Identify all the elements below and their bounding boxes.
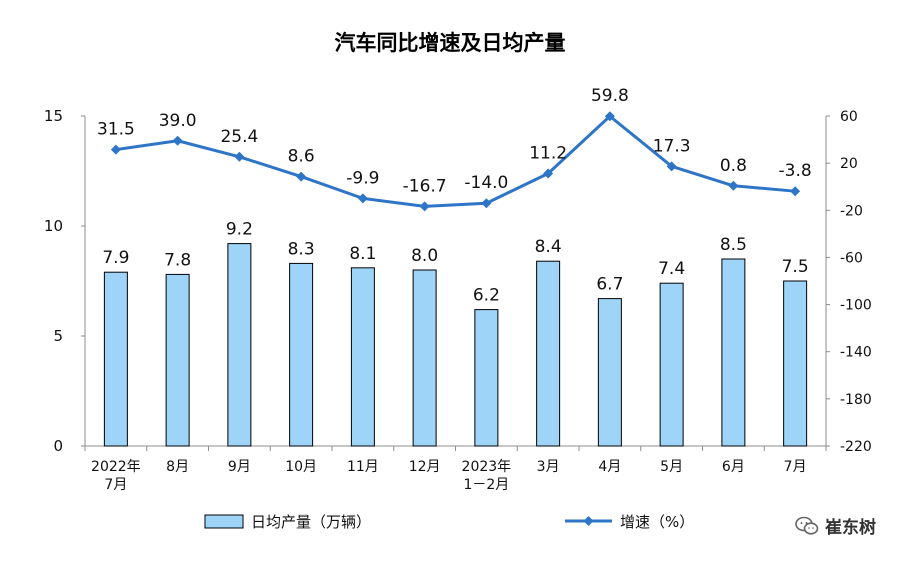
line-point <box>543 168 554 179</box>
bar-value-label: 7.4 <box>658 259 685 279</box>
y-left-tick-label: 10 <box>44 217 63 235</box>
y-left-tick-label: 15 <box>44 107 63 125</box>
bar <box>289 262 314 447</box>
line-point <box>296 171 307 182</box>
line-point <box>666 161 677 172</box>
y-left-tick-label: 5 <box>53 327 63 345</box>
line-value-label: -16.7 <box>403 176 447 196</box>
y-right-tick-label: -180 <box>840 392 872 408</box>
growth-line <box>115 114 796 208</box>
x-tick-label: 4月 <box>598 459 621 475</box>
x-tick-label: 2023年 <box>462 459 512 475</box>
watermark: 崔东树 <box>789 511 882 540</box>
y-right-tick-label: -140 <box>840 345 872 361</box>
x-tick-label: 6月 <box>722 459 745 475</box>
bar <box>783 280 808 447</box>
y-left-tick-label: 0 <box>53 437 63 455</box>
bar-value-label: 8.1 <box>349 244 376 264</box>
y-right-tick-label: -220 <box>840 439 872 455</box>
legend-bar-swatch <box>204 514 244 529</box>
bar-value-label: 8.0 <box>411 246 438 266</box>
x-tick-label: 2022年 <box>91 459 141 475</box>
x-tick-label: 1－2月 <box>463 477 509 493</box>
line-value-label: 17.3 <box>653 136 691 156</box>
bar-value-label: 7.8 <box>164 250 191 270</box>
bar-value-label: 6.2 <box>473 286 500 306</box>
line-value-label: -9.9 <box>346 168 379 188</box>
bar <box>227 243 252 447</box>
x-tick-label: 9月 <box>228 459 251 475</box>
bar-value-label: 7.5 <box>782 257 809 277</box>
x-tick-label: 10月 <box>285 459 317 475</box>
bar <box>721 258 746 447</box>
line-point <box>110 144 121 155</box>
x-tick-label: 7月 <box>104 477 127 493</box>
bar <box>536 260 561 447</box>
line-value-label: 59.8 <box>591 86 629 106</box>
bar <box>103 271 128 447</box>
line-value-label: 0.8 <box>720 156 747 176</box>
bar-value-label: 8.4 <box>535 237 562 257</box>
x-tick-label: 8月 <box>166 459 189 475</box>
wechat-icon <box>795 516 819 535</box>
legend-bar-label: 日均产量（万辆） <box>251 513 371 531</box>
x-tick-label: 12月 <box>409 459 441 475</box>
line-value-label: -14.0 <box>464 173 508 193</box>
bar <box>165 273 190 447</box>
y-right-tick-label: -100 <box>840 298 872 314</box>
bar <box>350 267 375 447</box>
x-tick-label: 5月 <box>660 459 683 475</box>
line-point <box>604 111 615 122</box>
line-point <box>172 135 183 146</box>
y-right-tick-label: -20 <box>840 203 863 219</box>
line-value-label: 11.2 <box>529 144 567 164</box>
bar-value-label: 9.2 <box>226 220 253 240</box>
line-point <box>419 201 430 212</box>
bar <box>474 309 499 447</box>
y-right-tick-label: 60 <box>840 109 858 125</box>
bar-value-label: 7.9 <box>102 248 129 268</box>
line-value-label: -3.8 <box>779 161 812 181</box>
bar-value-label: 8.3 <box>288 239 315 259</box>
line-value-label: 39.0 <box>159 111 197 131</box>
watermark-text: 崔东树 <box>825 518 876 538</box>
line-point <box>481 198 492 209</box>
line-point <box>234 151 245 162</box>
line-value-label: 31.5 <box>97 120 135 140</box>
x-tick-label: 3月 <box>537 459 560 475</box>
line-value-label: 8.6 <box>288 147 315 167</box>
x-tick-label: 7月 <box>784 459 807 475</box>
bar-value-label: 8.5 <box>720 235 747 255</box>
bar <box>597 298 622 447</box>
bar <box>412 269 437 447</box>
x-tick-label: 11月 <box>347 459 379 475</box>
legend-line-label: 增速（%） <box>620 513 694 531</box>
line-point <box>357 193 368 204</box>
line-value-label: 25.4 <box>220 127 258 147</box>
bar-value-label: 6.7 <box>596 275 623 295</box>
chart-title: 汽车同比增速及日均产量 <box>335 31 566 55</box>
y-right-tick-label: -60 <box>840 250 863 266</box>
y-right-tick-label: 20 <box>840 156 858 172</box>
legend-line-marker <box>583 516 594 526</box>
line-point <box>728 180 739 191</box>
bar <box>659 282 684 447</box>
line-point <box>790 186 801 197</box>
